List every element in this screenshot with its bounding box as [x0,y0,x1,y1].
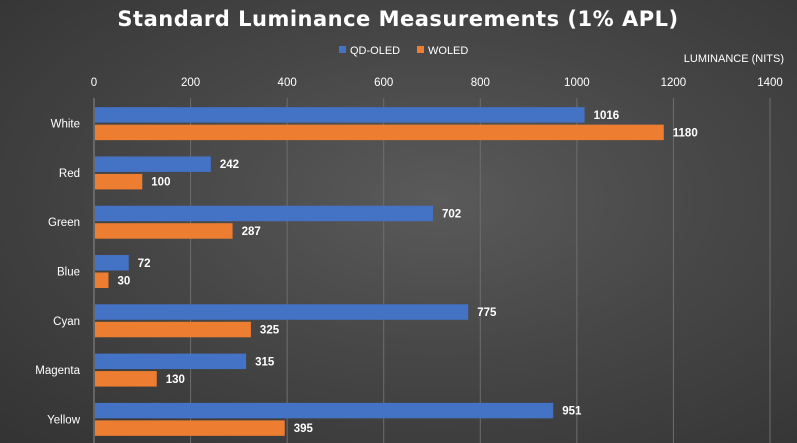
x-tick-label: 1000 [564,77,590,89]
x-tick-label: 1400 [757,77,783,89]
category-label-white: White [51,119,80,131]
data-label-qd-oled-red: 242 [220,159,239,171]
category-label-blue: Blue [57,267,80,279]
legend-label-woled: WOLED [428,45,468,57]
data-label-qd-oled-blue: 72 [138,258,151,270]
x-axis-ticks: 0 200 400 600 800 1000 1200 1400 [91,77,783,89]
bar-qd-oled-red [95,156,211,172]
x-tick-label: 1200 [661,77,687,89]
data-label-woled-blue: 30 [117,275,130,287]
bar-qd-oled-magenta [95,353,247,370]
category-label-yellow: Yellow [47,414,81,426]
bar-woled-red [95,173,143,190]
x-axis-title: LUMINANCE (NITS) [684,53,784,65]
category-labels: White Red Green Blue Cyan Magenta Yellow [35,119,80,427]
x-tick-label: 600 [374,77,393,89]
gridlines [93,98,771,443]
bar-qd-oled-blue [95,255,129,271]
data-label-woled-white: 1180 [673,127,698,139]
category-label-green: Green [48,217,80,229]
data-label-woled-magenta: 130 [166,374,185,386]
data-label-woled-green: 287 [242,226,261,238]
bar-qd-oled-cyan [95,304,469,320]
data-labels: 1016 1180 242 100 702 287 72 30 775 325 315 130 951 3… [117,110,697,435]
category-label-magenta: Magenta [35,365,80,377]
bar-woled-white [95,124,664,141]
legend: QD-OLED WOLED [339,45,468,57]
data-label-qd-oled-magenta: 315 [255,356,275,368]
x-tick-label: 800 [471,77,490,89]
legend-label-qd-oled: QD-OLED [350,45,400,57]
chart-title: Standard Luminance Measurements (1% APL) [117,7,678,31]
data-label-qd-oled-green: 702 [442,208,461,220]
data-label-woled-yellow: 395 [294,423,314,435]
legend-swatch-qd-oled [339,46,346,53]
legend-swatch-woled [417,46,424,53]
category-label-red: Red [59,168,80,180]
bar-qd-oled-yellow [95,402,554,419]
data-label-qd-oled-white: 1016 [594,110,620,122]
bar-woled-green [95,223,233,239]
bar-woled-cyan [95,321,251,338]
x-tick-label: 0 [91,77,97,89]
bar-qd-oled-green [95,205,433,222]
bars [95,107,664,436]
data-label-qd-oled-yellow: 951 [562,406,582,418]
x-tick-label: 200 [181,77,200,89]
bar-woled-yellow [95,420,285,436]
category-label-cyan: Cyan [53,316,80,328]
data-label-woled-cyan: 325 [260,325,280,337]
bar-qd-oled-white [95,107,585,123]
x-tick-label: 400 [278,77,297,89]
bar-woled-magenta [95,371,157,387]
bar-woled-blue [95,272,109,288]
data-label-woled-red: 100 [151,177,170,189]
data-label-qd-oled-cyan: 775 [477,307,497,319]
